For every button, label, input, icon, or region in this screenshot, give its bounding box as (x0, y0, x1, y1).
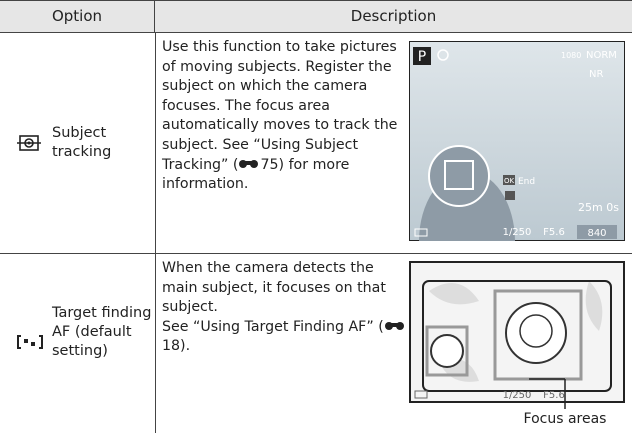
option-label: Target finding AF (default setting) (52, 305, 152, 359)
screen-text: End (518, 177, 535, 187)
screen-text: 840 (587, 228, 606, 239)
screen-text: 1080 (561, 51, 581, 60)
description-text: See “Using Target Finding AF” ( (162, 318, 384, 335)
description-text: When the camera detects the main subject… (162, 260, 386, 316)
target-finding-icon (17, 335, 43, 349)
screen-text: 1/250 (503, 227, 532, 238)
header-cell: Option (0, 0, 155, 33)
screen-text: NORM (586, 50, 617, 61)
camera-screen: 1/250 F5.6 Focus areas (409, 261, 625, 427)
description-text: 18). (162, 338, 191, 355)
header-cell: Description (155, 0, 632, 33)
subject-tracking-icon (17, 135, 41, 151)
reference-icon (239, 159, 259, 168)
option-label: Subject tracking (52, 125, 112, 160)
row-divider (0, 253, 632, 254)
camera-screen: P 1080 NORM NR OK End 25m 0s 1/250 F5.6 … (409, 41, 625, 241)
screen-text: 1/250 (503, 390, 532, 401)
reference-icon (384, 321, 404, 330)
description-text: 75) for more information. (162, 156, 350, 193)
screen-text: 25m 0s (578, 201, 619, 214)
description: Use this function to take pictures of mo… (162, 38, 407, 195)
caption: Focus areas (524, 411, 607, 427)
column-divider (155, 33, 156, 433)
screen-text: NR (589, 69, 603, 80)
screen-text: F5.6 (543, 390, 565, 401)
screen-text: OK (504, 177, 515, 185)
screen-text: F5.6 (543, 227, 565, 238)
description: When the camera detects the main subject… (162, 259, 407, 357)
screen-text: P (418, 49, 426, 65)
description-text: Use this function to take pictures of mo… (162, 39, 398, 173)
